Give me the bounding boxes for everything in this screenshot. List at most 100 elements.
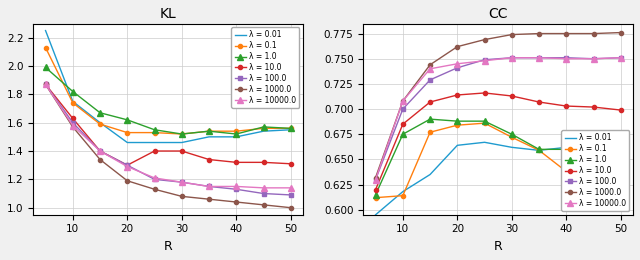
λ = 100.0 bbox=[287, 193, 294, 197]
λ = 100.0 bbox=[589, 57, 597, 60]
λ = 100.0 bbox=[42, 83, 49, 86]
X-axis label: R: R bbox=[494, 240, 502, 253]
λ = 1000.0 bbox=[42, 83, 49, 86]
Legend: λ = 0.01, λ = 0.1, λ = 1.0, λ = 10.0, λ = 100.0, λ = 1000.0, λ = 10000.0: λ = 0.01, λ = 0.1, λ = 1.0, λ = 10.0, λ … bbox=[232, 27, 300, 108]
Line: λ = 0.01: λ = 0.01 bbox=[45, 31, 291, 142]
λ = 1.0 bbox=[535, 148, 543, 151]
λ = 0.01 bbox=[178, 141, 186, 144]
Line: λ = 1.0: λ = 1.0 bbox=[43, 65, 294, 137]
λ = 1.0 bbox=[454, 120, 461, 123]
λ = 0.01 bbox=[617, 151, 625, 154]
λ = 1.0 bbox=[124, 118, 131, 121]
λ = 1.0 bbox=[260, 125, 268, 128]
λ = 1.0 bbox=[399, 133, 406, 136]
λ = 1000.0 bbox=[178, 195, 186, 198]
Legend: λ = 0.01, λ = 0.1, λ = 1.0, λ = 10.0, λ = 100.0, λ = 1000.0, λ = 10000.0: λ = 0.01, λ = 0.1, λ = 1.0, λ = 10.0, λ … bbox=[561, 130, 629, 211]
λ = 10000.0 bbox=[287, 186, 294, 190]
λ = 100.0 bbox=[205, 185, 213, 188]
λ = 10000.0 bbox=[508, 56, 516, 59]
λ = 10.0 bbox=[563, 105, 570, 108]
Line: λ = 10000.0: λ = 10000.0 bbox=[373, 55, 623, 182]
λ = 0.01 bbox=[232, 135, 240, 138]
λ = 10.0 bbox=[399, 123, 406, 126]
Line: λ = 1000.0: λ = 1000.0 bbox=[44, 82, 293, 210]
λ = 10.0 bbox=[124, 164, 131, 167]
λ = 1000.0 bbox=[481, 38, 488, 41]
λ = 1000.0 bbox=[232, 200, 240, 204]
λ = 0.1 bbox=[69, 101, 77, 105]
λ = 0.1 bbox=[426, 131, 434, 134]
λ = 0.1 bbox=[372, 196, 380, 199]
λ = 1.0 bbox=[589, 157, 597, 160]
Line: λ = 100.0: λ = 100.0 bbox=[374, 56, 623, 182]
λ = 10.0 bbox=[617, 108, 625, 112]
λ = 0.01 bbox=[399, 190, 406, 193]
λ = 10000.0 bbox=[426, 67, 434, 70]
Title: KL: KL bbox=[160, 7, 177, 21]
λ = 1000.0 bbox=[399, 100, 406, 103]
λ = 1000.0 bbox=[535, 32, 543, 35]
Title: CC: CC bbox=[488, 7, 508, 21]
λ = 1.0 bbox=[372, 193, 380, 196]
λ = 1.0 bbox=[426, 118, 434, 121]
λ = 1000.0 bbox=[617, 31, 625, 34]
λ = 0.1 bbox=[535, 149, 543, 152]
λ = 0.1 bbox=[617, 175, 625, 178]
λ = 0.01 bbox=[96, 121, 104, 124]
λ = 1000.0 bbox=[69, 125, 77, 128]
λ = 100.0 bbox=[150, 178, 158, 181]
λ = 10.0 bbox=[205, 158, 213, 161]
λ = 1000.0 bbox=[287, 206, 294, 209]
λ = 10.0 bbox=[454, 93, 461, 96]
λ = 1000.0 bbox=[454, 45, 461, 48]
λ = 10000.0 bbox=[481, 59, 488, 62]
λ = 1.0 bbox=[508, 133, 516, 136]
λ = 0.01 bbox=[69, 100, 77, 103]
λ = 10000.0 bbox=[178, 181, 186, 184]
λ = 100.0 bbox=[617, 56, 625, 59]
λ = 1000.0 bbox=[372, 176, 380, 179]
λ = 0.01 bbox=[481, 141, 488, 144]
Line: λ = 10.0: λ = 10.0 bbox=[44, 82, 293, 167]
Line: λ = 1000.0: λ = 1000.0 bbox=[374, 30, 623, 180]
λ = 1000.0 bbox=[589, 32, 597, 35]
λ = 100.0 bbox=[372, 178, 380, 181]
λ = 0.1 bbox=[42, 46, 49, 49]
λ = 100.0 bbox=[232, 188, 240, 191]
λ = 0.01 bbox=[535, 149, 543, 152]
λ = 10.0 bbox=[232, 161, 240, 164]
λ = 10000.0 bbox=[372, 178, 380, 181]
λ = 0.1 bbox=[96, 122, 104, 126]
λ = 0.01 bbox=[124, 141, 131, 144]
λ = 1.0 bbox=[287, 127, 294, 130]
λ = 0.01 bbox=[150, 141, 158, 144]
λ = 10000.0 bbox=[617, 56, 625, 59]
λ = 100.0 bbox=[508, 56, 516, 59]
λ = 1.0 bbox=[481, 120, 488, 123]
λ = 1.0 bbox=[617, 160, 625, 163]
λ = 100.0 bbox=[399, 108, 406, 111]
λ = 10.0 bbox=[508, 94, 516, 98]
λ = 0.01 bbox=[287, 128, 294, 131]
λ = 100.0 bbox=[454, 66, 461, 69]
λ = 100.0 bbox=[124, 164, 131, 167]
λ = 0.01 bbox=[454, 144, 461, 147]
λ = 1.0 bbox=[42, 66, 49, 69]
λ = 0.1 bbox=[150, 131, 158, 134]
λ = 1000.0 bbox=[150, 188, 158, 191]
λ = 0.1 bbox=[287, 127, 294, 130]
λ = 0.01 bbox=[426, 173, 434, 176]
λ = 0.1 bbox=[178, 132, 186, 135]
λ = 100.0 bbox=[481, 58, 488, 61]
λ = 10000.0 bbox=[69, 124, 77, 127]
λ = 10.0 bbox=[481, 92, 488, 95]
λ = 0.1 bbox=[124, 131, 131, 134]
λ = 10000.0 bbox=[124, 165, 131, 168]
λ = 10000.0 bbox=[232, 185, 240, 188]
λ = 10.0 bbox=[150, 150, 158, 153]
λ = 10000.0 bbox=[205, 185, 213, 188]
λ = 1.0 bbox=[150, 128, 158, 131]
λ = 0.01 bbox=[589, 148, 597, 151]
λ = 10.0 bbox=[589, 106, 597, 109]
λ = 1000.0 bbox=[260, 203, 268, 206]
